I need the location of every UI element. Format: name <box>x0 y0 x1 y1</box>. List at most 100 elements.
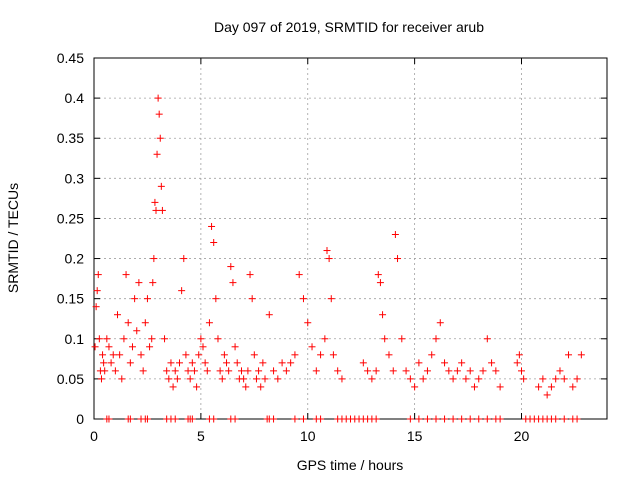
data-point <box>458 415 466 423</box>
data-point <box>518 367 525 375</box>
data-point <box>250 351 258 359</box>
data-point <box>156 134 164 142</box>
y-tick-label: 0.15 <box>57 291 84 307</box>
data-point <box>214 335 222 343</box>
data-point <box>231 343 239 351</box>
data-point <box>171 367 179 375</box>
data-point <box>372 415 380 423</box>
data-point <box>338 375 346 383</box>
data-point <box>317 415 325 423</box>
data-point <box>143 295 151 303</box>
x-tick-label: 10 <box>300 428 316 444</box>
data-point <box>535 383 543 391</box>
data-point <box>131 295 139 303</box>
axis-ticks: 0 0.05 0.1 0.15 0.2 0.25 0.3 0.35 0.4 0.45 0 5 10 15 2… <box>57 50 607 444</box>
data-point <box>153 150 161 158</box>
data-point <box>291 415 299 423</box>
data-point <box>237 367 245 375</box>
data-point <box>154 94 162 102</box>
data-point <box>167 359 175 367</box>
data-point <box>458 359 466 367</box>
x-tick-label: 15 <box>407 428 423 444</box>
data-point <box>565 351 573 359</box>
data-point <box>406 415 414 423</box>
data-point <box>334 367 342 375</box>
data-point <box>385 351 393 359</box>
data-point <box>312 367 320 375</box>
data-point <box>128 343 136 351</box>
data-point <box>520 375 528 383</box>
data-point <box>118 375 126 383</box>
data-point <box>560 375 568 383</box>
data-point <box>466 415 474 423</box>
data-point <box>428 351 436 359</box>
data-point <box>255 367 263 375</box>
data-point <box>513 359 521 367</box>
y-tick-label: 0.4 <box>65 90 85 106</box>
data-point <box>111 367 119 375</box>
data-point <box>475 375 483 383</box>
y-tick-label: 0.35 <box>57 130 84 146</box>
data-point <box>161 335 169 343</box>
data-point <box>415 415 423 423</box>
data-point <box>577 351 585 359</box>
data-point <box>327 295 335 303</box>
y-tick-label: 0.1 <box>65 331 85 347</box>
data-point <box>126 359 134 367</box>
data-point <box>227 263 235 271</box>
data-point <box>261 375 269 383</box>
data-point <box>178 287 186 295</box>
y-tick-label: 0 <box>76 411 84 427</box>
data-point <box>246 271 254 279</box>
data-point <box>190 367 198 375</box>
data-point <box>240 375 248 383</box>
data-point <box>141 319 149 327</box>
data-point <box>488 359 496 367</box>
data-point <box>93 287 101 295</box>
data-point <box>368 375 376 383</box>
data-point <box>445 367 453 375</box>
data-point <box>157 182 165 190</box>
data-point <box>389 367 397 375</box>
data-point <box>573 375 581 383</box>
data-point <box>197 335 205 343</box>
data-point <box>99 351 107 359</box>
data-point <box>299 415 307 423</box>
data-point <box>120 335 128 343</box>
data-point <box>449 375 457 383</box>
data-point <box>402 367 410 375</box>
data-point <box>376 279 384 287</box>
data-point <box>252 375 260 383</box>
data-point <box>492 367 500 375</box>
data-point <box>180 255 188 263</box>
data-point <box>569 383 577 391</box>
data-point <box>304 319 312 327</box>
data-point <box>169 383 177 391</box>
data-point <box>394 255 402 263</box>
data-point <box>163 367 171 375</box>
data-point <box>91 343 99 351</box>
data-point <box>201 359 209 367</box>
data-point <box>364 367 372 375</box>
data-point <box>225 367 233 375</box>
data-point <box>173 375 181 383</box>
data-point <box>212 295 220 303</box>
data-point <box>453 367 461 375</box>
data-point <box>379 311 387 319</box>
data-point <box>552 415 560 423</box>
data-point <box>323 247 331 255</box>
data-point <box>475 415 483 423</box>
data-point <box>208 222 216 230</box>
data-point <box>94 271 102 279</box>
data-point <box>182 351 190 359</box>
data-point <box>317 351 325 359</box>
data-point <box>423 367 431 375</box>
data-point <box>436 319 444 327</box>
data-point <box>411 383 419 391</box>
data-point <box>325 255 333 263</box>
data-point <box>216 367 224 375</box>
data-point <box>135 279 143 287</box>
data-point <box>95 335 103 343</box>
data-point <box>100 359 108 367</box>
data-point <box>139 367 147 375</box>
